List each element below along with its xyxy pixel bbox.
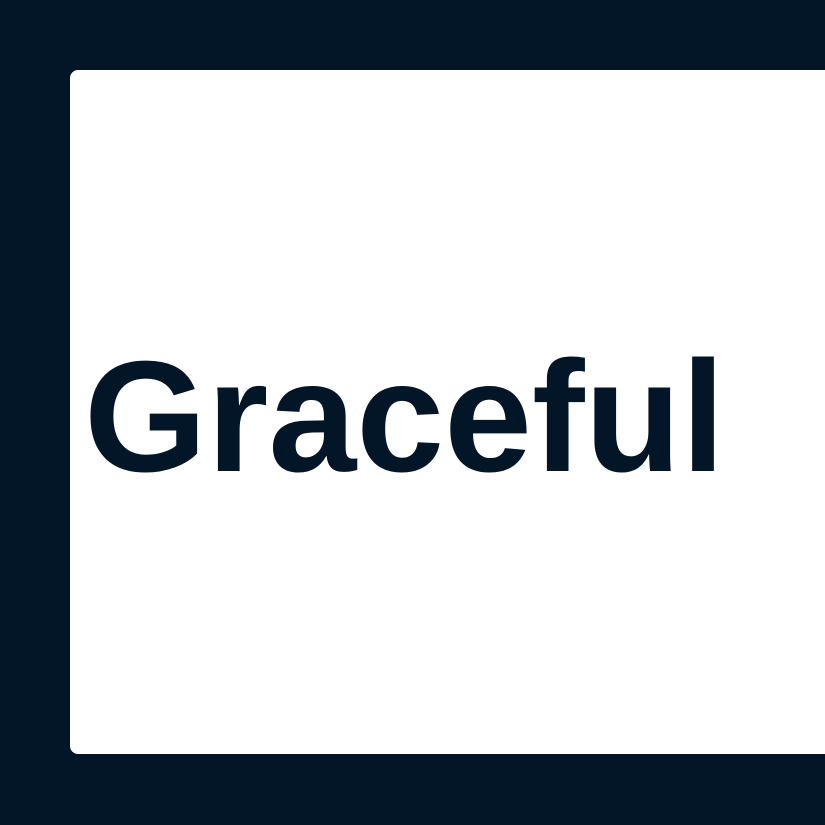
white-card: Graceful [70,70,825,754]
display-word: Graceful [84,329,726,505]
